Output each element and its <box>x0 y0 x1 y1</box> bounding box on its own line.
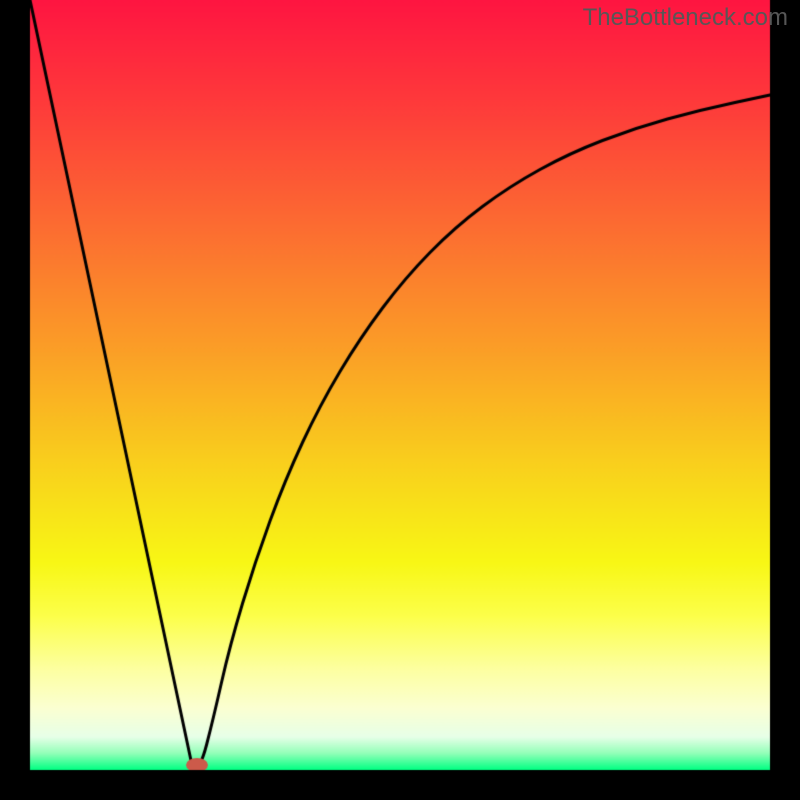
watermark-text: TheBottleneck.com <box>583 4 788 32</box>
chart-container: TheBottleneck.com <box>0 0 800 800</box>
bottleneck-chart-canvas <box>0 0 800 800</box>
